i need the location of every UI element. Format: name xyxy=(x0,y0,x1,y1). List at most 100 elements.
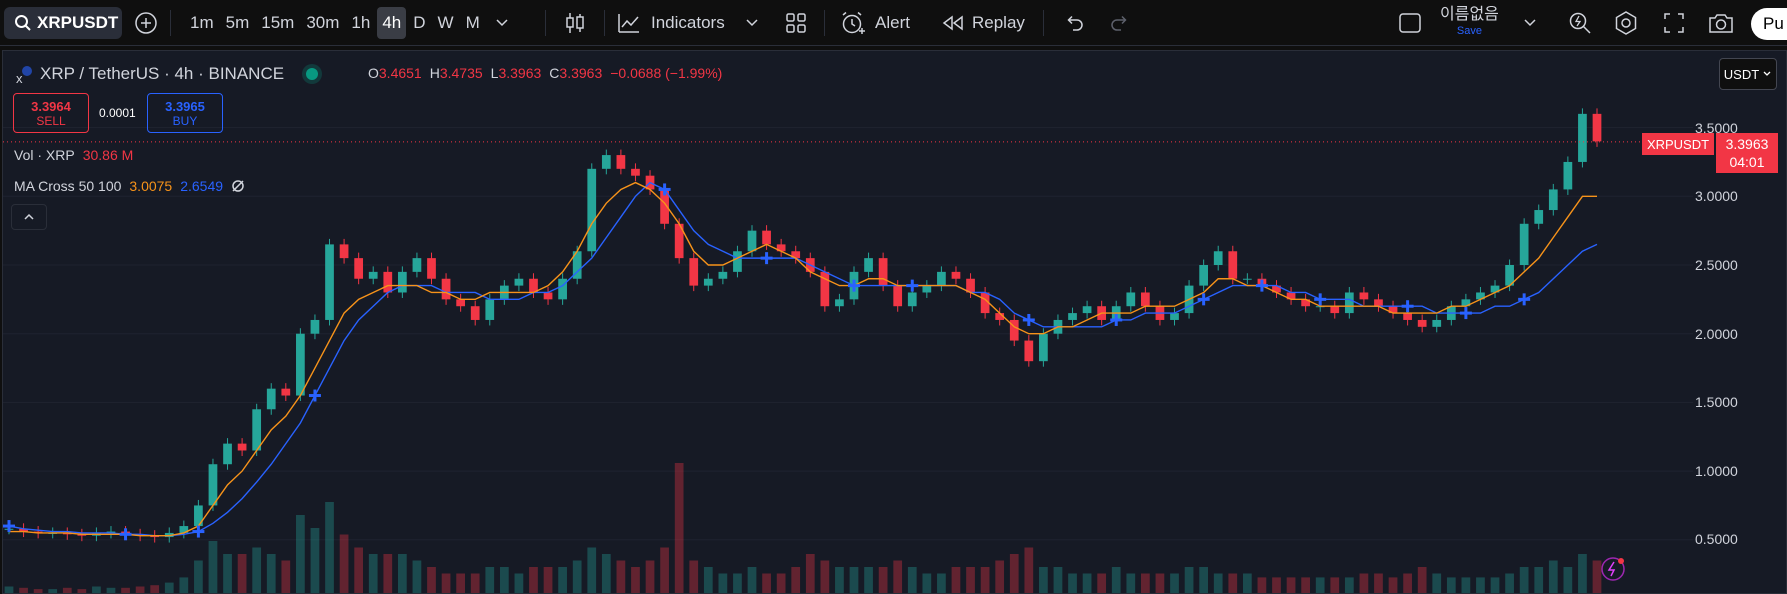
layout-name-button[interactable]: 이름없음 Save xyxy=(1440,6,1499,39)
candle xyxy=(1388,306,1398,314)
candle xyxy=(878,258,888,286)
compare-symbol-button[interactable] xyxy=(130,7,162,39)
candle xyxy=(747,230,757,252)
change-value: −0.0688 (−1.99%) xyxy=(610,65,723,81)
candle xyxy=(1272,285,1281,293)
volume-bar xyxy=(1417,567,1427,593)
volume-bar xyxy=(456,573,465,593)
chevron-up-icon xyxy=(24,213,34,220)
volume-value: 30.86 M xyxy=(82,147,134,163)
replay-button[interactable]: Replay xyxy=(942,7,1025,39)
symbol-label: XRPUSDT xyxy=(37,13,119,32)
layout-menu-button[interactable] xyxy=(1520,7,1540,39)
chevron-down-icon[interactable] xyxy=(495,18,509,28)
volume-bar xyxy=(1039,567,1048,593)
candle xyxy=(631,168,640,176)
candle xyxy=(1170,313,1179,320)
volume-bar xyxy=(849,567,859,593)
candle xyxy=(995,313,1005,320)
timeframe-w[interactable]: W xyxy=(437,13,454,32)
volume-bar xyxy=(339,534,349,593)
top-toolbar: XRPUSDT 1m 5m 15m 30m 1h 4h D W M Indica… xyxy=(0,0,1787,46)
volume-bar xyxy=(922,573,932,593)
layout-grid-button[interactable] xyxy=(782,7,810,39)
volume-bar xyxy=(223,554,232,593)
volume-bar xyxy=(1548,560,1558,593)
spread-value: 0.0001 xyxy=(99,106,136,120)
volume-bar xyxy=(1082,573,1092,593)
volume-bar xyxy=(1432,573,1442,593)
timeframe-m[interactable]: M xyxy=(465,13,480,32)
close-value: 3.3963 xyxy=(559,65,603,81)
divider xyxy=(604,10,605,36)
sell-button[interactable]: 3.3964 SELL xyxy=(13,93,89,133)
ohlc-values: O3.4651 H3.4735 L3.3963 C3.3963 −0.0688 … xyxy=(368,65,722,81)
volume-bar xyxy=(660,547,669,593)
chart-type-button[interactable] xyxy=(560,7,590,39)
buy-price: 3.3965 xyxy=(165,98,205,114)
snapshot-button[interactable] xyxy=(1706,7,1736,39)
volume-bar xyxy=(1534,567,1544,593)
fullscreen-button[interactable] xyxy=(1660,7,1688,39)
volume-bar xyxy=(179,577,189,593)
candle xyxy=(966,278,975,293)
undo-button[interactable] xyxy=(1060,7,1088,39)
candle xyxy=(412,258,422,272)
candle xyxy=(689,258,699,286)
volume-bar xyxy=(1068,573,1077,593)
timeframe-5m[interactable]: 5m xyxy=(225,13,250,32)
volume-bar xyxy=(281,560,291,593)
ma-cross-legend[interactable]: MA Cross 50 100 3.0075 2.6549 xyxy=(14,178,245,194)
candle xyxy=(907,292,917,307)
candle xyxy=(558,278,567,300)
timeframe-15m[interactable]: 15m xyxy=(261,13,295,32)
timeframe-30m[interactable]: 30m xyxy=(306,13,340,32)
chevron-down-icon[interactable] xyxy=(745,18,759,28)
timeframe-1h[interactable]: 1h xyxy=(351,13,371,32)
chart-pane[interactable] xyxy=(2,50,1787,594)
volume-bar xyxy=(587,547,597,593)
timeframe-d[interactable]: D xyxy=(413,13,426,32)
volume-legend[interactable]: Vol · XRP 30.86 M xyxy=(14,147,133,163)
candle xyxy=(601,155,611,169)
quick-search-button[interactable] xyxy=(1566,7,1594,39)
volume-bar xyxy=(762,573,771,593)
candle xyxy=(1417,319,1427,327)
candle xyxy=(937,271,946,286)
divider xyxy=(170,10,171,36)
redo-button[interactable] xyxy=(1106,7,1134,39)
indicators-button[interactable]: Indicators xyxy=(617,7,759,39)
candle xyxy=(441,278,451,300)
symbol-search-button[interactable]: XRPUSDT xyxy=(4,7,122,39)
bar-countdown: 04:01 xyxy=(1729,154,1765,170)
collapse-legend-button[interactable] xyxy=(11,204,47,230)
timeframe-4h[interactable]: 4h xyxy=(377,7,407,39)
layout-name: 이름없음 xyxy=(1440,6,1499,23)
timeframe-1m[interactable]: 1m xyxy=(190,13,214,32)
currency-select[interactable]: USDT xyxy=(1719,58,1777,90)
volume-bar xyxy=(1272,577,1281,593)
volume-bar xyxy=(62,587,72,593)
volume-bar xyxy=(689,560,699,593)
alert-button[interactable]: Alert xyxy=(840,7,910,39)
volume-bar xyxy=(514,573,524,593)
price-chart[interactable] xyxy=(3,51,1786,593)
candlestick-icon xyxy=(566,13,584,33)
sell-price: 3.3964 xyxy=(31,98,71,114)
camera-icon xyxy=(1709,14,1733,33)
lightning-icon[interactable] xyxy=(1600,556,1626,582)
select-layout-button[interactable] xyxy=(1396,7,1424,39)
volume-bar xyxy=(995,560,1005,593)
candle xyxy=(310,319,320,334)
symbol-legend[interactable]: x XRP / TetherUS · 4h · BINANCE xyxy=(14,63,319,85)
candle xyxy=(1578,113,1587,162)
settings-button[interactable] xyxy=(1612,7,1640,39)
buy-button[interactable]: 3.3965 BUY xyxy=(147,93,223,133)
search-icon xyxy=(15,15,31,31)
price-scale-label: 2.0000 xyxy=(1695,326,1738,342)
volume-bar xyxy=(485,567,495,593)
volume-bar xyxy=(980,567,990,593)
volume-bar xyxy=(805,554,815,593)
candle xyxy=(1592,113,1602,142)
publish-button[interactable]: Pu xyxy=(1751,8,1787,40)
